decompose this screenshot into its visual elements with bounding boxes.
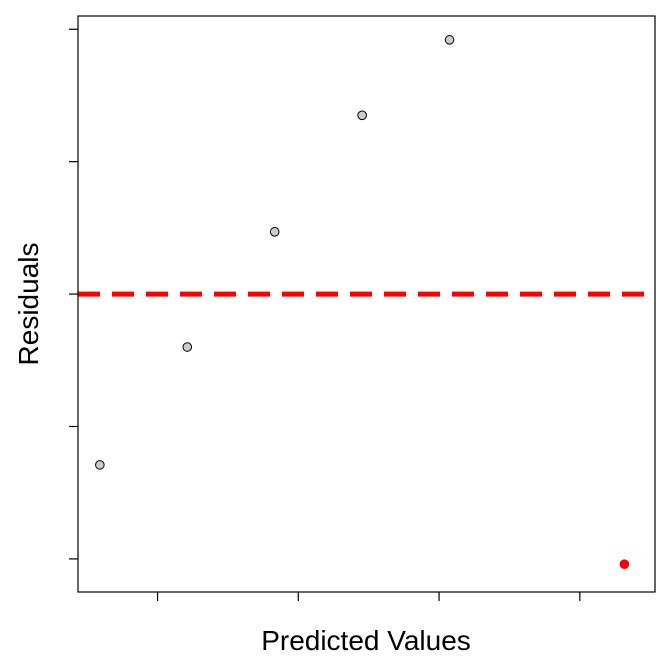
data-points	[95, 35, 630, 569]
plot-border	[77, 15, 656, 593]
x-axis-title: Predicted Values	[261, 625, 471, 656]
data-point-3	[357, 110, 367, 121]
plot-background	[78, 16, 655, 592]
data-point-0	[95, 460, 105, 470]
data-point-5	[619, 559, 630, 569]
x-axis-ticks	[156, 592, 581, 601]
data-point-2	[269, 227, 280, 237]
y-axis-ticks	[69, 28, 78, 560]
data-point-1	[182, 342, 193, 352]
data-point-4	[444, 35, 455, 45]
y-axis-title: Residuals	[13, 243, 44, 366]
